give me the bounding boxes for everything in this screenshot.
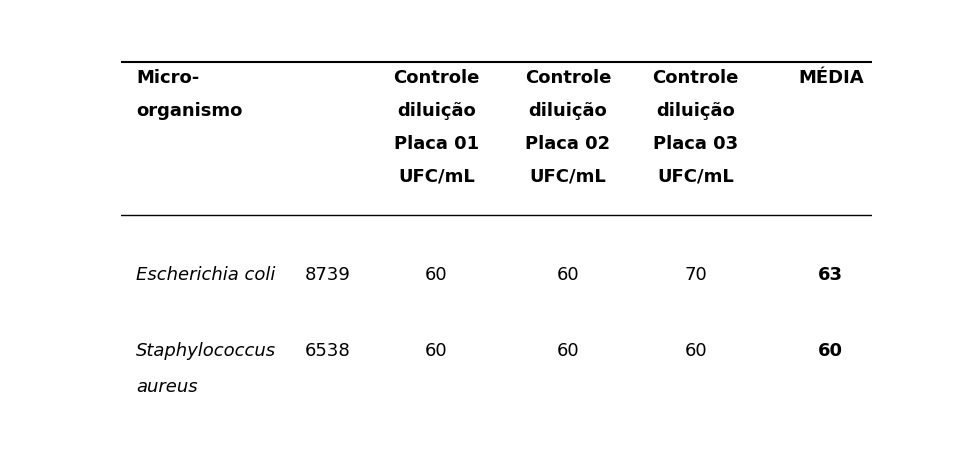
Text: UFC/mL: UFC/mL (657, 168, 734, 185)
Text: Escherichia coli: Escherichia coli (136, 266, 275, 284)
Text: organismo: organismo (136, 102, 242, 120)
Text: Placa 03: Placa 03 (653, 135, 738, 153)
Text: 60: 60 (684, 342, 707, 360)
Text: 60: 60 (425, 266, 448, 284)
Text: 60: 60 (425, 342, 448, 360)
Text: Controle: Controle (525, 69, 611, 87)
Text: diluição: diluição (528, 102, 608, 120)
Text: 8739: 8739 (305, 266, 351, 284)
Text: diluição: diluição (656, 102, 735, 120)
Text: Controle: Controle (652, 69, 738, 87)
Text: Controle: Controle (393, 69, 480, 87)
Text: Micro-: Micro- (136, 69, 200, 87)
Text: 60: 60 (556, 266, 579, 284)
Text: 60: 60 (556, 342, 579, 360)
Text: UFC/mL: UFC/mL (398, 168, 475, 185)
Text: 63: 63 (818, 266, 843, 284)
Text: Placa 01: Placa 01 (394, 135, 479, 153)
Text: UFC/mL: UFC/mL (530, 168, 607, 185)
Text: 6538: 6538 (305, 342, 351, 360)
Text: 60: 60 (818, 342, 843, 360)
Text: diluição: diluição (397, 102, 476, 120)
Text: aureus: aureus (136, 379, 198, 396)
Text: Staphylococcus: Staphylococcus (136, 342, 276, 360)
Text: 70: 70 (684, 266, 707, 284)
Text: Placa 02: Placa 02 (525, 135, 610, 153)
Text: MÉDIA: MÉDIA (798, 69, 863, 87)
